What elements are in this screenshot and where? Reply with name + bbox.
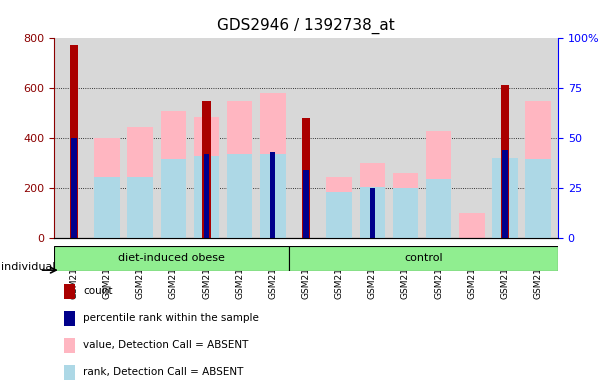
Bar	[501, 84, 509, 238]
Bar	[71, 138, 77, 238]
Bar	[227, 154, 253, 238]
Text: percentile rank within the sample: percentile rank within the sample	[83, 313, 259, 323]
Bar	[161, 111, 186, 238]
Bar	[526, 159, 551, 238]
Text: count: count	[83, 286, 113, 296]
Bar	[64, 285, 75, 299]
Bar	[393, 173, 418, 238]
Bar	[459, 213, 485, 238]
Bar	[64, 338, 75, 353]
Bar	[304, 170, 308, 238]
Bar	[127, 127, 153, 238]
Bar	[370, 188, 375, 238]
Text: control: control	[404, 253, 443, 263]
Bar	[302, 118, 310, 238]
Bar	[94, 177, 120, 238]
Bar	[260, 154, 286, 238]
Bar	[161, 159, 186, 238]
Bar	[492, 158, 518, 238]
Bar	[127, 177, 153, 238]
Bar	[64, 311, 75, 326]
Bar	[204, 154, 209, 238]
Bar	[260, 93, 286, 238]
Text: rank, Detection Call = ABSENT: rank, Detection Call = ABSENT	[83, 367, 244, 377]
FancyBboxPatch shape	[54, 246, 289, 271]
Bar	[359, 163, 385, 238]
Bar	[194, 156, 219, 238]
Bar	[326, 192, 352, 238]
Bar	[393, 188, 418, 238]
Bar	[64, 365, 75, 380]
Bar	[526, 101, 551, 238]
Bar	[502, 150, 508, 238]
Bar	[326, 177, 352, 238]
Text: individual: individual	[1, 262, 56, 273]
Bar	[202, 101, 211, 238]
Text: diet-induced obese: diet-induced obese	[118, 253, 225, 263]
Bar	[359, 187, 385, 238]
Text: value, Detection Call = ABSENT: value, Detection Call = ABSENT	[83, 340, 248, 350]
Bar	[70, 45, 78, 238]
FancyBboxPatch shape	[289, 246, 558, 271]
Bar	[94, 138, 120, 238]
Bar	[426, 131, 451, 238]
Bar	[270, 152, 275, 238]
Bar	[426, 179, 451, 238]
Bar	[227, 101, 253, 238]
Title: GDS2946 / 1392738_at: GDS2946 / 1392738_at	[217, 18, 395, 34]
Bar	[194, 117, 219, 238]
